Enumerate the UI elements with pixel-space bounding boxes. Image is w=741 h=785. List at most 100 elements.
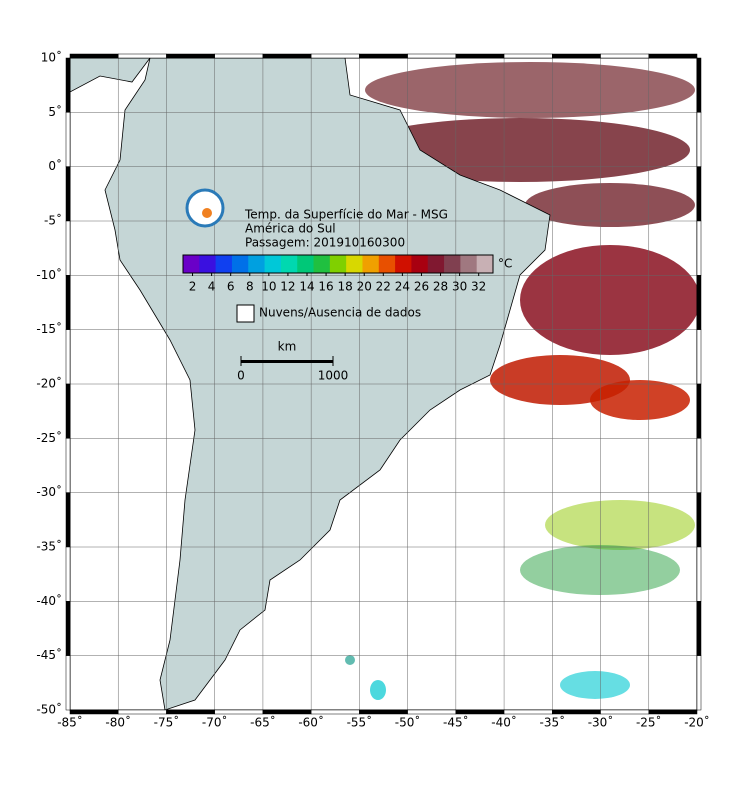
x-tick-label: -75˚	[154, 715, 180, 730]
x-tick-label: -45˚	[443, 715, 469, 730]
y-tick-label: -35˚	[36, 539, 62, 554]
border-segment	[65, 220, 71, 276]
x-tick-label: -50˚	[395, 715, 421, 730]
border-segment	[455, 709, 505, 715]
colorbar-frame	[182, 254, 494, 274]
logo	[185, 188, 225, 228]
colorbar-tick-label: 32	[471, 280, 486, 294]
border-segment	[69, 709, 119, 715]
border-segment	[65, 492, 71, 548]
border-segment	[359, 709, 408, 715]
y-tick-label: -25˚	[36, 430, 62, 445]
border-segment	[65, 166, 71, 222]
y-tick-label: -45˚	[36, 647, 62, 662]
x-tick-label: -85˚	[57, 715, 83, 730]
border-segment	[696, 383, 702, 439]
x-tick-label: -60˚	[298, 715, 324, 730]
colorbar-segment	[215, 255, 233, 273]
colorbar-tick-label: 28	[433, 280, 448, 294]
scale-tick-label: 0	[237, 369, 245, 383]
y-tick-label: 10˚	[41, 50, 62, 65]
border-segment	[214, 53, 264, 59]
x-tick-label: -70˚	[202, 715, 228, 730]
x-tick-label: -80˚	[105, 715, 131, 730]
border-segment	[69, 53, 119, 59]
colorbar-tick-label: 2	[189, 280, 197, 294]
border-segment	[552, 53, 601, 59]
legend-text: Nuvens/Ausencia de dados	[259, 306, 421, 320]
border-segment	[65, 112, 71, 167]
x-tick-label: -65˚	[250, 715, 276, 730]
colorbar-tick-label: 14	[299, 280, 314, 294]
border-segment	[262, 53, 312, 59]
pass: Passagem: 201910160300	[245, 236, 405, 250]
border-segment	[166, 53, 215, 59]
x-tick-label: -20˚	[684, 715, 710, 730]
y-tick-label: -30˚	[36, 484, 62, 499]
colorbar-segment	[329, 255, 347, 273]
border-segment	[65, 57, 71, 113]
colorbar-tick-label: 16	[318, 280, 333, 294]
border-segment	[407, 709, 457, 715]
border-segment	[310, 53, 360, 59]
colorbar-tick-label: 30	[452, 280, 467, 294]
border-segment	[696, 492, 702, 548]
border-segment	[65, 546, 71, 602]
border-segment	[503, 53, 553, 59]
border-segment	[696, 546, 702, 602]
y-tick-label: -20˚	[36, 376, 62, 391]
border-segment	[262, 709, 312, 715]
border-segment	[696, 275, 702, 330]
legend-swatch	[236, 304, 255, 323]
x-tick-label: -40˚	[491, 715, 517, 730]
border-segment	[65, 275, 71, 330]
colorbar-segment	[427, 255, 445, 273]
scale-bar-body	[241, 360, 333, 363]
colorbar-segment	[460, 255, 478, 273]
colorbar-tick-label: 22	[376, 280, 391, 294]
scale-tick-label: 1000	[318, 369, 349, 383]
y-tick-label: 0˚	[48, 158, 62, 173]
border-segment	[166, 709, 215, 715]
border-segment	[648, 709, 698, 715]
colorbar-segment	[231, 255, 249, 273]
border-segment	[455, 53, 505, 59]
x-tick-label: -25˚	[636, 715, 662, 730]
border-segment	[65, 383, 71, 439]
border-segment	[600, 709, 650, 715]
y-tick-label: -10˚	[36, 267, 62, 282]
colorbar-segment	[313, 255, 331, 273]
colorbar-tick-label: 6	[227, 280, 235, 294]
border-segment	[696, 220, 702, 276]
border-segment	[696, 329, 702, 385]
y-tick-label: -15˚	[36, 321, 62, 336]
colorbar-tick-label: 8	[246, 280, 254, 294]
x-tick-label: -35˚	[540, 715, 566, 730]
border-segment	[65, 329, 71, 385]
colorbar-segment	[280, 255, 298, 273]
colorbar-segment	[199, 255, 217, 273]
border-segment	[696, 601, 702, 656]
border-segment	[359, 53, 408, 59]
colorbar-tick-label: 26	[414, 280, 429, 294]
colorbar-segment	[476, 255, 494, 273]
border-segment	[696, 438, 702, 493]
border-segment	[503, 709, 553, 715]
colorbar-segment	[444, 255, 461, 273]
title: Temp. da Superfície do Mar - MSG	[244, 208, 448, 222]
border-segment	[407, 53, 457, 59]
border-segment	[117, 53, 167, 59]
y-tick-label: -5˚	[44, 213, 62, 228]
border-segment	[310, 709, 360, 715]
border-segment	[214, 709, 264, 715]
y-tick-label: -40˚	[36, 593, 62, 608]
border-segment	[696, 166, 702, 222]
colorbar-segment	[248, 255, 266, 273]
border-segment	[696, 112, 702, 167]
border-segment	[600, 53, 650, 59]
border-segment	[65, 655, 71, 711]
colorbar-segment	[183, 255, 200, 273]
x-tick-label: -30˚	[588, 715, 614, 730]
border-segment	[696, 57, 702, 113]
